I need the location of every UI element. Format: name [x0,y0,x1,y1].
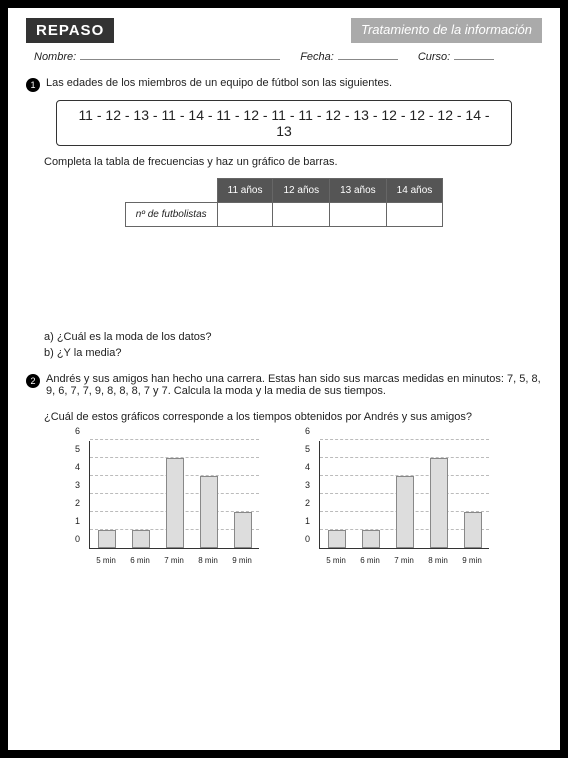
charts-row: 01234565 min6 min7 min8 min9 min 0123456… [26,435,542,565]
y-tick-label: 3 [75,480,80,490]
bar [328,530,346,548]
bar [362,530,380,548]
y-tick-label: 4 [75,462,80,472]
cell-14 [386,203,443,227]
x-tick-label: 5 min [326,556,346,565]
y-tick-label: 5 [305,444,310,454]
y-tick-label: 6 [305,426,310,436]
col-12: 12 años [273,179,330,203]
y-tick-label: 0 [75,534,80,544]
header-left: REPASO [26,18,114,43]
question-1: 1 Las edades de los miembros de un equip… [26,77,542,359]
y-tick-label: 6 [75,426,80,436]
y-tick-label: 5 [75,444,80,454]
y-tick-label: 1 [305,516,310,526]
x-tick-label: 8 min [428,556,448,565]
x-tick-label: 8 min [198,556,218,565]
q1-number: 1 [26,78,40,92]
bar [132,530,150,548]
q1-text: Las edades de los miembros de un equipo … [46,77,392,89]
y-tick-label: 4 [305,462,310,472]
row-label: nº de futbolistas [125,203,217,227]
q2-number: 2 [26,374,40,388]
cell-11 [217,203,273,227]
curso-label: Curso: [418,51,450,63]
bar [430,458,448,548]
y-tick-label: 1 [75,516,80,526]
y-tick-label: 3 [305,480,310,490]
bar [464,512,482,548]
header-right: Tratamiento de la información [351,18,542,43]
fecha-label: Fecha: [300,51,334,63]
x-tick-label: 9 min [462,556,482,565]
y-tick-label: 2 [305,498,310,508]
bar [396,476,414,548]
x-tick-label: 7 min [164,556,184,565]
frequency-table: 11 años 12 años 13 años 14 años nº de fu… [125,178,444,227]
chart-2: 01234565 min6 min7 min8 min9 min [299,435,499,565]
bar [166,458,184,548]
bar [200,476,218,548]
q2-sub: ¿Cuál de estos gráficos corresponde a lo… [44,411,542,423]
chart-1: 01234565 min6 min7 min8 min9 min [69,435,269,565]
question-2: 2 Andrés y sus amigos han hecho una carr… [26,373,542,565]
y-tick-label: 0 [305,534,310,544]
x-tick-label: 7 min [394,556,414,565]
header-bar: REPASO Tratamiento de la información [26,18,542,43]
x-tick-label: 9 min [232,556,252,565]
cell-12 [273,203,330,227]
bar [98,530,116,548]
x-tick-label: 6 min [130,556,150,565]
x-tick-label: 5 min [96,556,116,565]
info-row: Nombre: Fecha: Curso: [26,51,542,63]
y-tick-label: 2 [75,498,80,508]
q2-text: Andrés y sus amigos han hecho una carrer… [46,373,542,397]
q1-instruction: Completa la tabla de frecuencias y haz u… [44,156,542,168]
bar [234,512,252,548]
q1-a: a) ¿Cuál es la moda de los datos? [44,331,542,343]
nombre-label: Nombre: [34,51,76,63]
q1-b: b) ¿Y la media? [44,347,542,359]
col-11: 11 años [217,179,273,203]
x-tick-label: 6 min [360,556,380,565]
cell-13 [330,203,387,227]
col-13: 13 años [330,179,387,203]
q1-data-box: 11 - 12 - 13 - 11 - 14 - 11 - 12 - 11 - … [56,100,512,146]
col-14: 14 años [386,179,443,203]
